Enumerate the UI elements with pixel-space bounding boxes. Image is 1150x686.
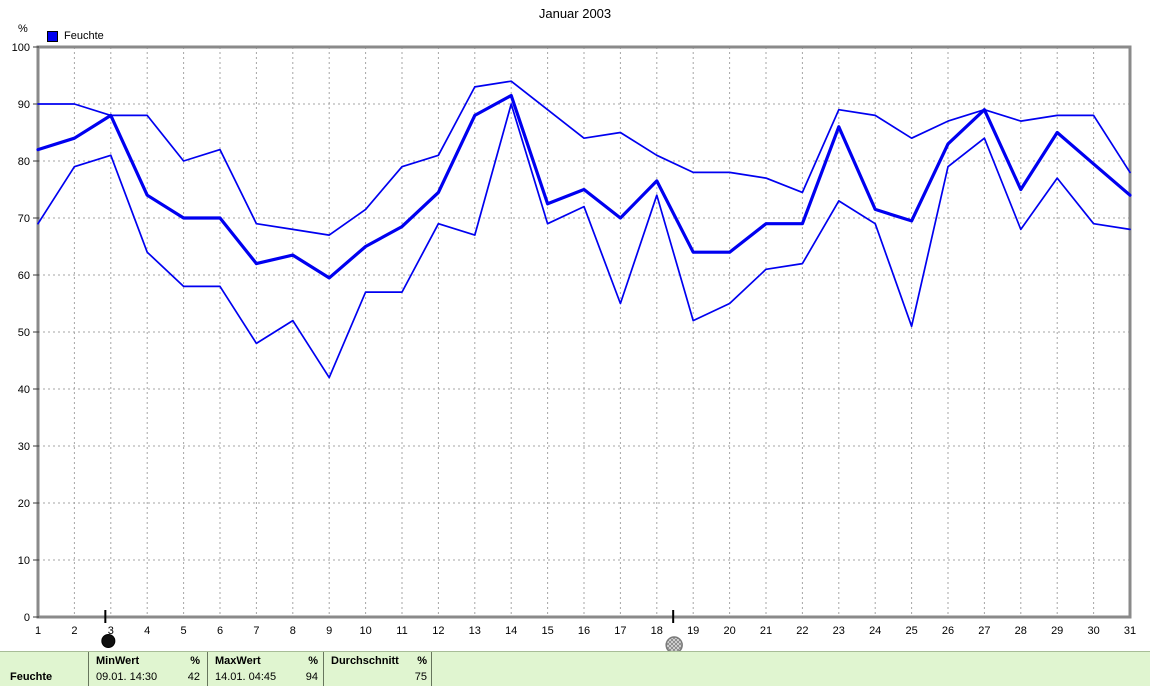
svg-text:17: 17 (614, 625, 626, 637)
svg-text:1: 1 (35, 625, 41, 637)
chart-title: Januar 2003 (538, 6, 612, 21)
svg-text:10: 10 (359, 625, 371, 637)
svg-text:40: 40 (18, 384, 30, 396)
svg-text:31: 31 (1124, 625, 1136, 637)
svg-text:28: 28 (1015, 625, 1027, 637)
svg-text:19: 19 (687, 625, 699, 637)
table-divider (88, 652, 89, 686)
svg-text:30: 30 (18, 441, 30, 453)
svg-text:30: 30 (1087, 625, 1099, 637)
svg-text:24: 24 (869, 625, 881, 637)
svg-text:10: 10 (18, 555, 30, 567)
svg-text:21: 21 (760, 625, 772, 637)
svg-text:80: 80 (18, 156, 30, 168)
svg-text:20: 20 (18, 498, 30, 510)
svg-text:7: 7 (253, 625, 259, 637)
svg-text:27: 27 (978, 625, 990, 637)
table-row-label: Feuchte (10, 671, 53, 683)
y-axis-unit-label: % (18, 23, 28, 35)
table-divider (431, 652, 432, 686)
svg-text:0: 0 (24, 612, 30, 624)
svg-text:11: 11 (396, 625, 407, 637)
gridlines (38, 47, 1130, 617)
svg-text:5: 5 (181, 625, 187, 637)
svg-text:70: 70 (18, 213, 30, 225)
legend-color-swatch (47, 30, 58, 42)
svg-text:100: 100 (12, 42, 30, 54)
svg-text:2: 2 (71, 625, 77, 637)
durchschnitt-header: Durchschnitt % (331, 655, 427, 667)
summary-table: Feuchte MinWert % 09.01. 14:30 42 MaxWer… (0, 651, 1150, 686)
series-maxwert (37, 80, 1131, 236)
legend-label: Feuchte (64, 30, 104, 42)
durchschnitt-value: 75 (414, 671, 427, 683)
svg-text:26: 26 (942, 625, 954, 637)
svg-text:9: 9 (326, 625, 332, 637)
svg-text:13: 13 (469, 625, 481, 637)
svg-text:6: 6 (217, 625, 223, 637)
svg-text:15: 15 (541, 625, 553, 637)
svg-text:14: 14 (505, 625, 517, 637)
series-minwert (37, 103, 1131, 379)
svg-text:29: 29 (1051, 625, 1063, 637)
svg-text:4: 4 (144, 625, 150, 637)
svg-text:12: 12 (432, 625, 444, 637)
table-divider (207, 652, 208, 686)
minwert-value: 09.01. 14:30 42 (96, 671, 200, 683)
svg-text:90: 90 (18, 99, 30, 111)
svg-text:20: 20 (723, 625, 735, 637)
maxwert-value: 14.01. 04:45 94 (215, 671, 318, 683)
y-axis-labels: 0 10 20 30 40 50 60 70 80 90 100 (12, 42, 39, 624)
svg-text:8: 8 (290, 625, 296, 637)
svg-text:23: 23 (833, 625, 845, 637)
svg-text:3: 3 (108, 625, 114, 637)
maxwert-header: MaxWert % (215, 655, 318, 667)
svg-text:18: 18 (651, 625, 663, 637)
range-marker-handle-solid[interactable] (101, 634, 116, 648)
legend: Feuchte (47, 30, 104, 42)
table-divider (323, 652, 324, 686)
minwert-header: MinWert % (96, 655, 200, 667)
x-axis-labels: 1 2 3 4 5 6 7 8 9 10 11 12 13 14 15 16 17 18 19 20 21 22 23 24 2… (35, 625, 1136, 637)
svg-text:60: 60 (18, 270, 30, 282)
svg-text:50: 50 (18, 327, 30, 339)
svg-text:22: 22 (796, 625, 808, 637)
svg-text:16: 16 (578, 625, 590, 637)
series-feuchte (36, 93, 1132, 280)
svg-text:25: 25 (905, 625, 917, 637)
